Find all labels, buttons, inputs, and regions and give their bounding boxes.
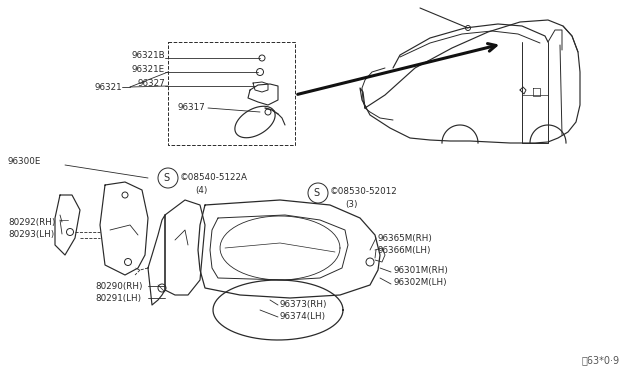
Text: 96321B: 96321B	[131, 51, 165, 60]
Text: 80293(LH): 80293(LH)	[8, 230, 54, 238]
Text: 96301M(RH): 96301M(RH)	[393, 266, 448, 275]
Text: 96300E: 96300E	[8, 157, 42, 167]
Text: 80290(RH): 80290(RH)	[95, 282, 143, 291]
Text: 96321: 96321	[94, 83, 122, 92]
Text: S: S	[163, 173, 169, 183]
Text: 80291(LH): 80291(LH)	[95, 294, 141, 302]
Text: 96366M(LH): 96366M(LH)	[378, 246, 431, 254]
Text: 96317: 96317	[178, 103, 205, 112]
Text: (4): (4)	[195, 186, 207, 196]
Text: (3): (3)	[345, 201, 358, 209]
Text: ©08530-52012: ©08530-52012	[330, 187, 397, 196]
Text: 䥩63*0·9: 䥩63*0·9	[582, 355, 620, 365]
Text: 80292(RH): 80292(RH)	[8, 218, 56, 227]
Text: 96327: 96327	[137, 78, 165, 87]
Text: ©08540-5122A: ©08540-5122A	[180, 173, 248, 183]
Text: 96321E: 96321E	[132, 64, 165, 74]
Text: 96302M(LH): 96302M(LH)	[393, 278, 447, 286]
Text: S: S	[313, 188, 319, 198]
Text: 96365M(RH): 96365M(RH)	[378, 234, 433, 243]
Text: 96374(LH): 96374(LH)	[280, 312, 326, 321]
Text: 96373(RH): 96373(RH)	[280, 301, 328, 310]
